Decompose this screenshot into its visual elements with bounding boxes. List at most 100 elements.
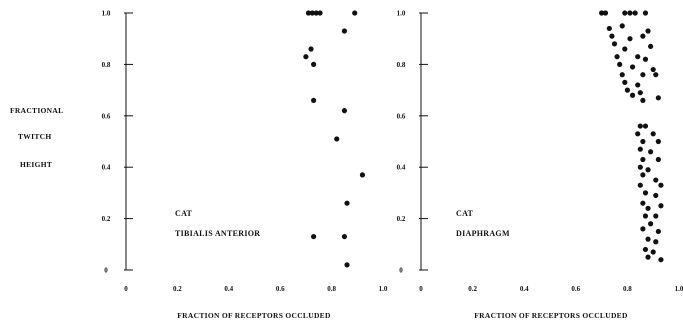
- y-tick-label: 1.0: [102, 10, 111, 18]
- data-point: [629, 64, 636, 70]
- data-point: [303, 54, 309, 60]
- x-ticks: 0 0.2 0.4 0.6 0.8 1.0: [419, 285, 683, 293]
- data-point: [655, 228, 661, 235]
- data-point: [642, 123, 649, 129]
- data-point: [619, 72, 625, 78]
- y-tick-label: 0.4: [397, 164, 406, 172]
- data-point: [653, 213, 659, 219]
- data-point: [602, 10, 609, 16]
- data-point: [653, 239, 659, 245]
- data-point: [341, 233, 348, 240]
- y-tick-label: 0.2: [397, 215, 406, 223]
- data-point: [313, 10, 319, 16]
- data-point: [635, 54, 641, 60]
- data-point: [648, 43, 654, 50]
- data-point: [642, 56, 649, 62]
- ylabel-line-3: HEIGHT: [20, 160, 52, 169]
- data-point: [606, 25, 612, 32]
- data-point: [650, 66, 656, 73]
- y-ticks: 0 0.2 0.4 0.6 0.8 1.0: [397, 10, 428, 275]
- data-point: [655, 156, 661, 163]
- panel-diaphragm: 0 0.2 0.4 0.6 0.8 1.0 0 0.2 0.4 0.6 0.8 1.0 CAT DI…: [397, 10, 683, 321]
- x-tick-label: 0.8: [327, 285, 336, 293]
- y-ticks: 0 0.2 0.4 0.6 0.8 1.0: [102, 10, 133, 275]
- data-point: [658, 182, 664, 188]
- data-point: [653, 177, 659, 183]
- data-point: [311, 233, 317, 240]
- data-point: [653, 72, 659, 78]
- data-point: [305, 10, 312, 16]
- data-point: [341, 108, 348, 114]
- x-tick-label: 0: [419, 285, 423, 293]
- y-tick-label: 0: [399, 267, 403, 275]
- data-point: [622, 10, 628, 16]
- data-point: [308, 46, 314, 52]
- data-point: [624, 87, 631, 93]
- data-point: [640, 172, 646, 178]
- annotation-line-1: CAT: [175, 209, 193, 218]
- data-point: [645, 236, 651, 242]
- annotation-line-1: CAT: [456, 209, 474, 218]
- shared-ylabel: FRACTIONAL TWITCH HEIGHT: [10, 106, 63, 169]
- data-point: [640, 72, 646, 78]
- data-point: [642, 10, 649, 16]
- data-point: [655, 95, 661, 101]
- annotation-line-2: DIAPHRAGM: [456, 229, 510, 238]
- x-tick-label: 1.0: [379, 285, 388, 293]
- data-point: [648, 149, 654, 155]
- data-point: [599, 10, 605, 16]
- data-point: [627, 36, 633, 42]
- x-tick-label: 0.2: [173, 285, 182, 293]
- data-point: [622, 46, 628, 52]
- y-tick-label: 0.8: [102, 61, 111, 69]
- x-tick-label: 1.0: [675, 285, 683, 293]
- data-point: [352, 10, 358, 16]
- x-tick-label: 0.8: [623, 285, 632, 293]
- data-point: [640, 33, 646, 39]
- data-point: [648, 221, 654, 227]
- data-point: [637, 146, 643, 152]
- x-tick-label: 0.6: [276, 285, 285, 293]
- data-point: [650, 131, 656, 137]
- data-point: [344, 200, 350, 206]
- data-point: [344, 262, 350, 268]
- data-point: [645, 167, 651, 173]
- data-point: [311, 97, 317, 103]
- data-point: [645, 28, 651, 34]
- data-point: [640, 226, 646, 232]
- x-axis-label: FRACTION OF RECEPTORS OCCLUDED: [177, 311, 331, 320]
- data-point: [658, 257, 664, 263]
- data-point: [609, 33, 615, 39]
- x-axis-label: FRACTION OF RECEPTORS OCCLUDED: [474, 311, 628, 320]
- y-tick-label: 0.6: [102, 112, 111, 120]
- panel-tibialis-anterior: 0 0.2 0.4 0.6 0.8 1.0 0 0.2 0.4 0.6 0.8 1.0 CAT TI…: [102, 10, 388, 321]
- data-point: [635, 82, 641, 88]
- data-point: [614, 54, 620, 60]
- y-tick-label: 1.0: [397, 10, 406, 18]
- x-tick-label: 0.4: [520, 285, 529, 293]
- data-point: [653, 192, 659, 199]
- data-point: [629, 92, 636, 98]
- data-point: [645, 205, 651, 211]
- y-tick-label: 0.4: [102, 164, 111, 172]
- data-point: [622, 79, 628, 85]
- data-point: [619, 23, 625, 29]
- data-point: [611, 41, 618, 47]
- data-point: [642, 246, 649, 253]
- x-tick-label: 0.4: [224, 285, 233, 293]
- data-point: [632, 10, 638, 16]
- data-point: [642, 213, 649, 219]
- data-point: [640, 156, 646, 163]
- x-tick-label: 0.2: [468, 285, 477, 293]
- data-point: [635, 131, 641, 137]
- data-point: [309, 10, 315, 16]
- data-point: [642, 190, 649, 196]
- y-tick-label: 0.2: [102, 215, 111, 223]
- y-tick-label: 0.8: [397, 61, 406, 69]
- data-point: [637, 90, 643, 96]
- x-ticks: 0 0.2 0.4 0.6 0.8 1.0: [124, 285, 388, 293]
- data-point: [637, 123, 643, 129]
- data-point: [645, 254, 651, 260]
- y-tick-label: 0: [104, 267, 108, 275]
- ylabel-line-1: FRACTIONAL: [10, 106, 63, 115]
